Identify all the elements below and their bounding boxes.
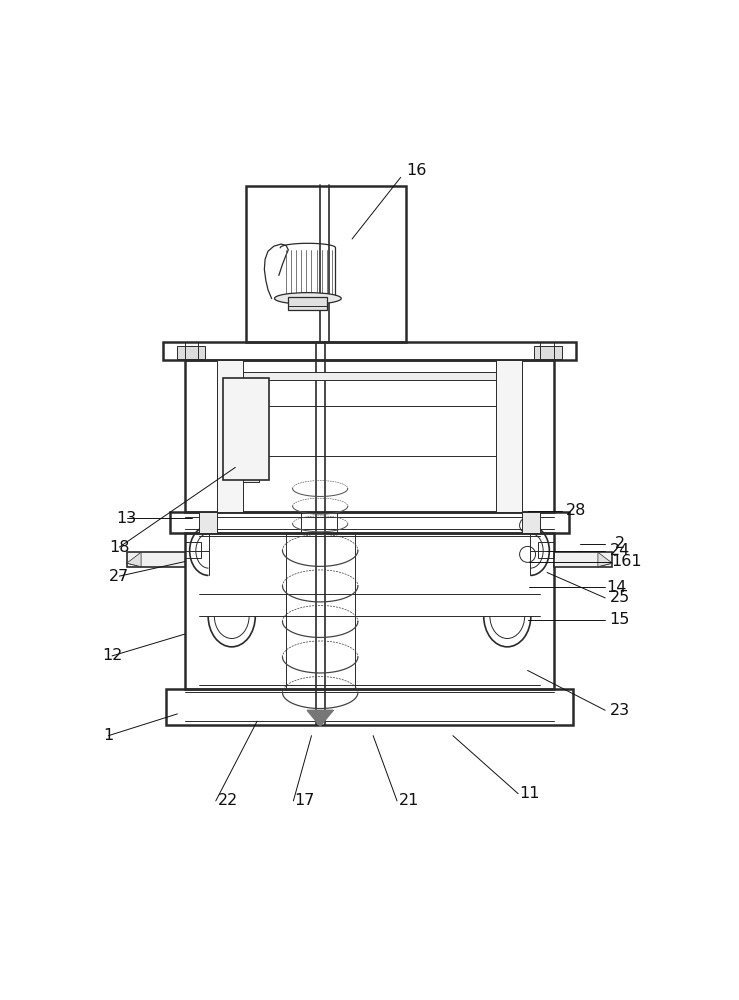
Bar [234,476,259,482]
Text: 161: 161 [612,554,642,569]
Polygon shape [598,552,613,567]
Bar [199,512,217,533]
Bar [554,552,613,567]
Text: 16: 16 [406,163,427,178]
Bar [288,297,327,310]
Bar [185,542,200,558]
Bar [163,342,576,360]
Bar [185,360,554,512]
Bar [539,542,554,558]
Text: 21: 21 [399,793,420,808]
Text: 2: 2 [615,536,624,551]
Bar [242,372,497,380]
Text: 11: 11 [519,786,539,801]
Bar [217,360,242,512]
Text: 24: 24 [610,543,630,558]
Text: 22: 22 [218,793,238,808]
Bar [246,186,406,342]
Bar [231,375,262,383]
Text: 17: 17 [294,793,314,808]
Polygon shape [126,552,141,567]
Text: 25: 25 [610,590,630,605]
Text: 1: 1 [103,728,114,743]
Polygon shape [307,710,333,726]
Text: 14: 14 [606,580,626,595]
Bar [223,378,270,480]
Text: 27: 27 [109,569,129,584]
Bar [126,552,185,567]
Bar [177,346,205,359]
Ellipse shape [274,293,341,304]
Text: 23: 23 [610,703,630,718]
Text: 18: 18 [109,540,129,555]
Text: 15: 15 [610,612,630,627]
Text: 13: 13 [117,511,137,526]
Text: 28: 28 [566,503,586,518]
Bar [497,360,522,512]
Text: 12: 12 [102,648,122,663]
Bar [185,533,554,689]
Bar [166,689,573,725]
Bar [170,512,569,533]
Bar [522,512,540,533]
Bar [534,346,562,359]
